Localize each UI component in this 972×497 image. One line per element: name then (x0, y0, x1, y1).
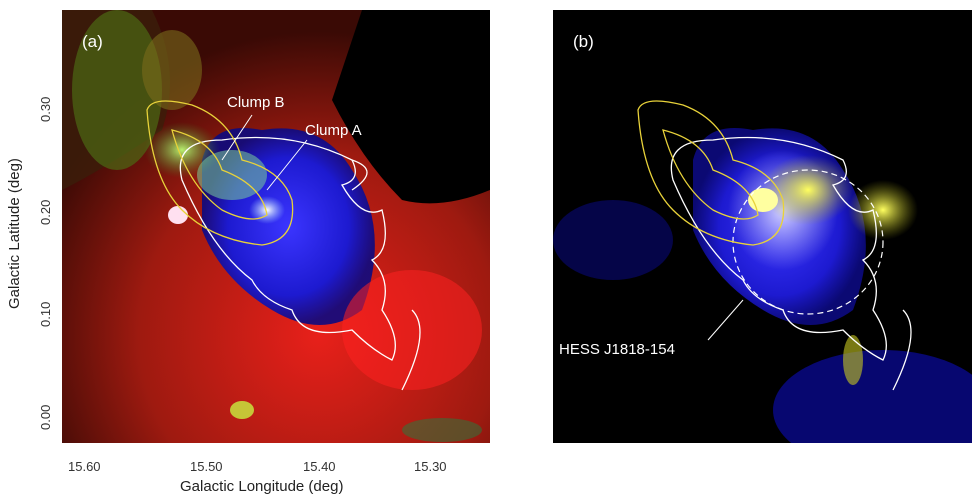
x-tick-label: 15.40 (303, 459, 336, 474)
y-tick-label: 0.10 (38, 301, 53, 327)
y-tick-label: 0.30 (38, 96, 53, 122)
panel-a-label: (a) (82, 32, 103, 51)
panel-b-composite (553, 10, 972, 443)
x-tick-label: 15.50 (190, 459, 223, 474)
y-tick-label: 0.20 (38, 199, 53, 225)
y-axis-label: Galactic Latitude (deg) (6, 158, 23, 309)
clump-a-label: Clump A (305, 122, 362, 139)
hess-source-label: HESS J1818-154 (559, 341, 675, 358)
x-tick-label: 15.60 (68, 459, 101, 474)
y-tick-label: 0.00 (38, 404, 53, 430)
panel-b-label: (b) (573, 32, 594, 51)
panel-a-composite (62, 10, 490, 443)
panel-a-image: (a) Clump B Clump A (62, 10, 490, 443)
x-axis-label: Galactic Longitude (deg) (180, 478, 344, 495)
x-tick-label: 15.30 (414, 459, 447, 474)
clump-b-label: Clump B (227, 94, 285, 111)
panel-b-image: (b) HESS J1818-154 (553, 10, 972, 443)
